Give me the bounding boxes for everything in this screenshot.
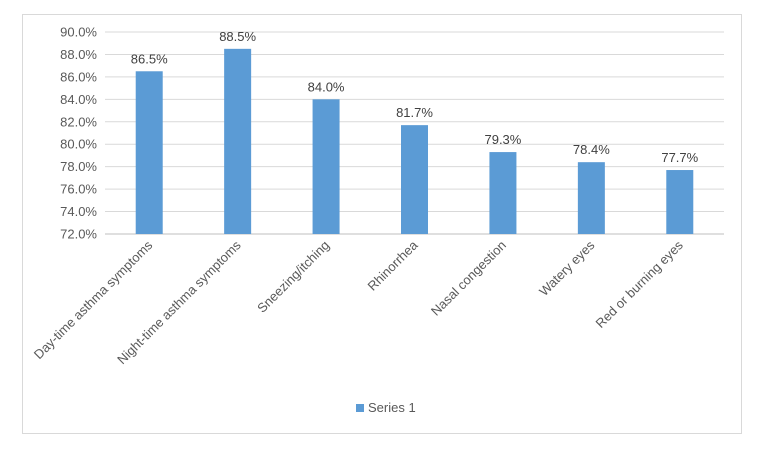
data-label: 81.7% (396, 105, 433, 120)
y-tick-label: 82.0% (60, 114, 97, 129)
y-tick-label: 84.0% (60, 92, 97, 107)
bar (666, 170, 694, 234)
bar (312, 99, 340, 234)
legend-label: Series 1 (368, 400, 416, 415)
y-tick-label: 80.0% (60, 137, 97, 152)
x-tick-label: Rhinorrhea (365, 237, 422, 294)
x-tick-label: Watery eyes (536, 237, 598, 299)
bar (224, 48, 252, 235)
x-tick-label: Red or burning eyes (593, 237, 687, 331)
data-label: 77.7% (661, 150, 698, 165)
data-label: 88.5% (219, 29, 256, 44)
data-label: 84.0% (308, 79, 345, 94)
bar (401, 125, 428, 234)
x-tick-label: Nasal congestion (428, 238, 509, 319)
legend-swatch (356, 404, 364, 412)
y-tick-label: 72.0% (60, 227, 97, 242)
data-label: 79.3% (484, 132, 521, 147)
x-tick-label: Sneezing/itching (254, 238, 332, 316)
data-label: 86.5% (131, 51, 168, 66)
y-tick-label: 88.0% (60, 47, 97, 62)
y-tick-label: 74.0% (60, 204, 97, 219)
bar (489, 152, 517, 234)
y-tick-label: 86.0% (60, 69, 97, 84)
y-tick-label: 78.0% (60, 159, 97, 174)
data-label: 78.4% (573, 142, 610, 157)
bar (135, 71, 163, 235)
y-tick-label: 90.0% (60, 25, 97, 40)
y-tick-label: 76.0% (60, 182, 97, 197)
bar (577, 162, 605, 234)
